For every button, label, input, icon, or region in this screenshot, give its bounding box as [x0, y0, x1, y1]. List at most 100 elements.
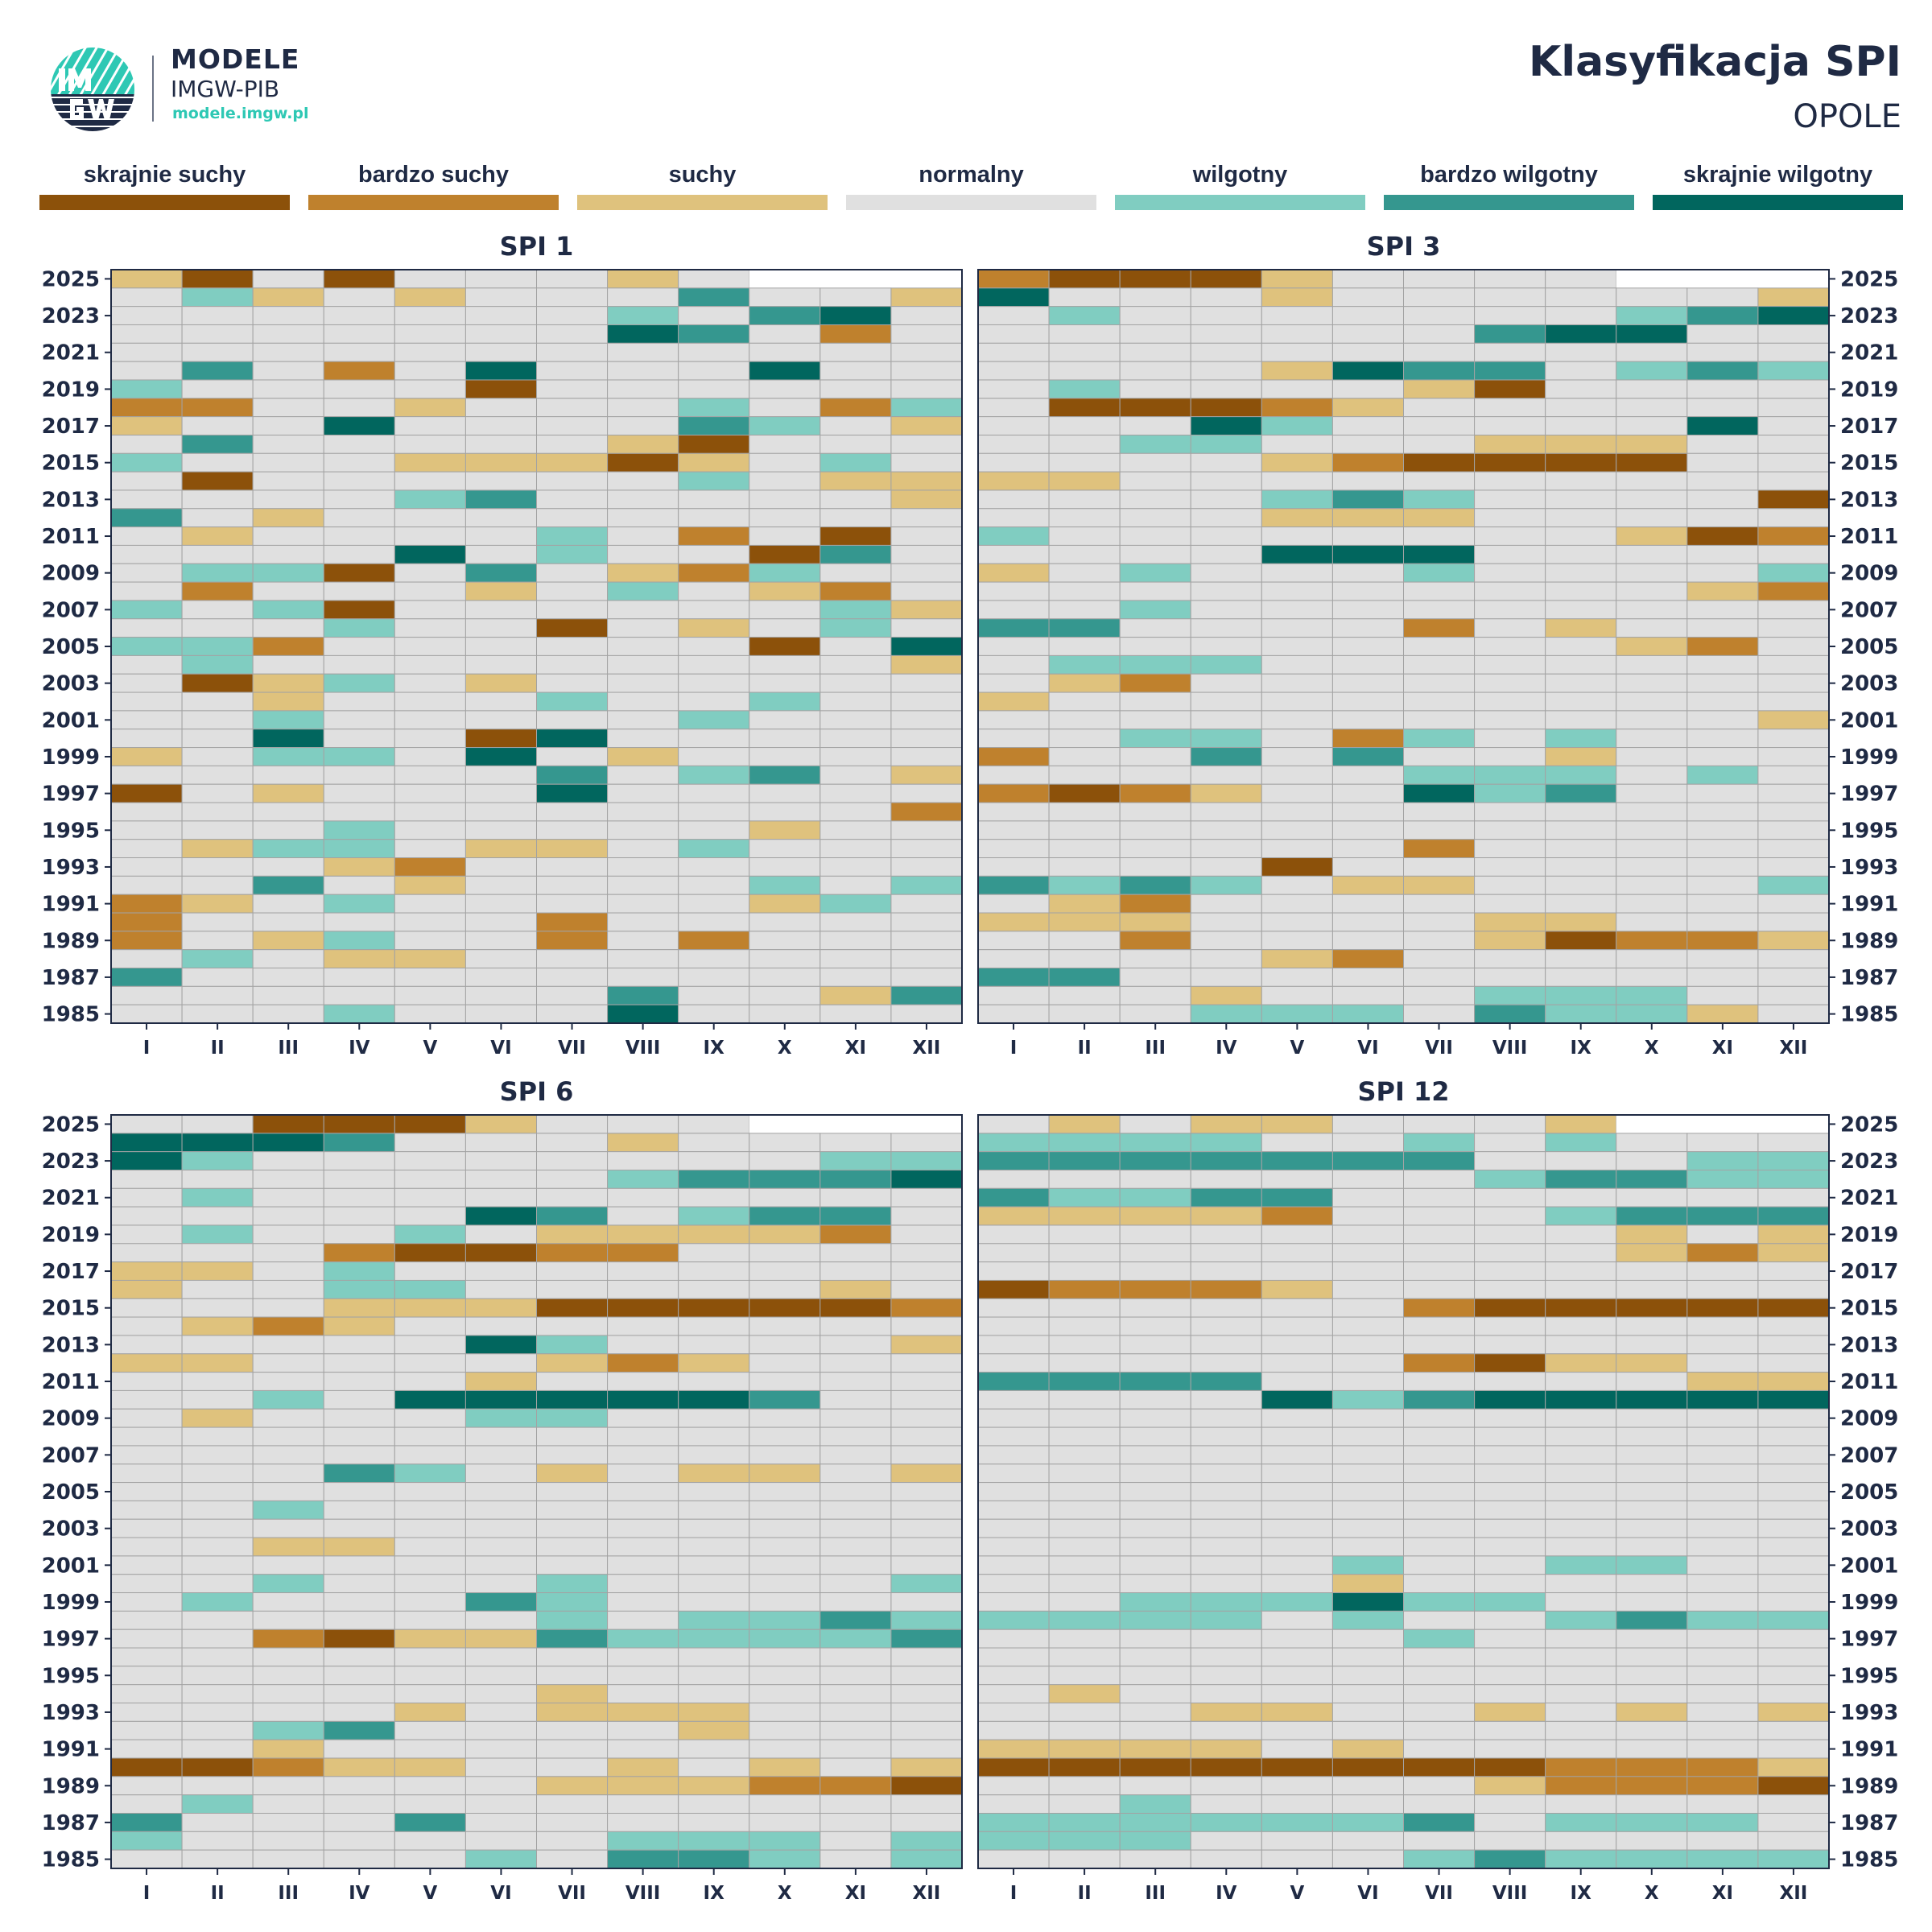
year-label: 1995 — [42, 819, 100, 843]
heatmap-cell — [252, 1720, 324, 1740]
heatmap-cell — [1403, 1133, 1476, 1153]
heatmap-cell — [1048, 820, 1121, 840]
heatmap-cell — [464, 857, 538, 877]
heatmap-cell — [1616, 1518, 1688, 1538]
heatmap-cell — [977, 1500, 1050, 1520]
heatmap-cell — [1331, 710, 1404, 730]
heatmap-cell — [464, 1224, 538, 1245]
heatmap-cell — [323, 1592, 395, 1612]
heatmap-cell — [890, 1518, 963, 1538]
heatmap-cell — [1048, 1703, 1121, 1722]
heatmap-cell — [607, 398, 679, 418]
heatmap-cell — [1261, 1389, 1333, 1410]
heatmap-cell — [1616, 1574, 1688, 1594]
heatmap-cell — [323, 618, 395, 638]
heatmap-cell — [1545, 526, 1617, 546]
heatmap-cell — [1757, 434, 1830, 454]
heatmap-cell — [1190, 1353, 1262, 1373]
heatmap-cell — [323, 985, 395, 1005]
heatmap-cell — [819, 287, 892, 308]
heatmap-cell — [977, 306, 1050, 325]
heatmap-cell — [394, 1004, 466, 1024]
heatmap-cell — [607, 1592, 679, 1612]
heatmap-cell — [1190, 1372, 1262, 1391]
heatmap-cell — [1261, 1206, 1333, 1226]
heatmap-cell — [977, 600, 1050, 620]
heatmap-cell — [110, 968, 183, 987]
heatmap-cell — [607, 912, 679, 932]
heatmap-cell — [394, 783, 466, 803]
year-label: 2017 — [42, 1260, 100, 1284]
heatmap-cell — [1474, 600, 1546, 620]
heatmap-cell — [1190, 324, 1262, 344]
heatmap-cell — [749, 894, 821, 914]
heatmap-cell — [1261, 1426, 1333, 1447]
heatmap-cell — [464, 1794, 538, 1814]
heatmap-cell — [536, 526, 609, 546]
heatmap-cell — [749, 912, 821, 932]
heatmap-cell — [181, 416, 254, 436]
heatmap-cell — [1119, 968, 1191, 987]
heatmap-cell — [394, 1206, 466, 1226]
heatmap-cell — [1331, 324, 1404, 344]
heatmap-cell — [1686, 747, 1759, 766]
heatmap-cell — [1331, 637, 1404, 656]
heatmap-cell — [1616, 306, 1688, 325]
heatmap-cell — [890, 544, 963, 564]
heatmap-cell — [1757, 563, 1830, 583]
heatmap-cell — [749, 1463, 821, 1484]
heatmap-cell — [678, 747, 750, 766]
heatmap-cell — [1616, 1684, 1688, 1704]
heatmap-cell — [977, 434, 1050, 454]
heatmap-cell — [181, 563, 254, 583]
heatmap-cell — [678, 1224, 750, 1245]
heatmap-cell — [536, 1666, 609, 1686]
heatmap-cell — [1119, 710, 1191, 730]
heatmap-cell — [1616, 783, 1688, 803]
heatmap-cell — [1474, 1298, 1546, 1318]
heatmap-cell — [464, 489, 538, 510]
heatmap-cell — [1331, 563, 1404, 583]
heatmap-cell — [1119, 1684, 1191, 1704]
heatmap-cell — [819, 729, 892, 749]
year-label: 1985 — [1840, 1003, 1898, 1027]
month-label: VI — [490, 1883, 511, 1904]
heatmap-cell — [607, 1794, 679, 1814]
heatmap-cell — [1616, 544, 1688, 564]
heatmap-cell — [607, 1133, 679, 1153]
heatmap-cell — [110, 1703, 183, 1722]
heatmap-cell — [1403, 765, 1476, 785]
heatmap-cell — [1331, 1720, 1404, 1740]
heatmap-cell — [749, 1169, 821, 1189]
heatmap-cell — [819, 471, 892, 491]
heatmap-cell — [607, 729, 679, 749]
heatmap-cell — [1545, 1316, 1617, 1336]
heatmap-cell — [1686, 765, 1759, 785]
heatmap-cell — [536, 710, 609, 730]
heatmap-cell — [1403, 600, 1476, 620]
heatmap-cell — [1261, 1372, 1333, 1391]
heatmap-cell — [110, 1776, 183, 1796]
heatmap-cell — [977, 654, 1050, 675]
month-label: II — [211, 1883, 225, 1904]
heatmap-cell — [181, 1114, 254, 1134]
month-label: X — [1645, 1038, 1659, 1059]
heatmap-cell — [1331, 1206, 1404, 1226]
heatmap-cell — [1474, 306, 1546, 325]
heatmap-cell — [678, 673, 750, 693]
heatmap-cell — [1686, 508, 1759, 528]
heatmap-cell — [749, 544, 821, 564]
heatmap-cell — [1331, 1647, 1404, 1667]
heatmap-cell — [1119, 618, 1191, 638]
heatmap-cell — [607, 1408, 679, 1428]
heatmap-cell — [1757, 306, 1830, 325]
heatmap-cell — [1403, 1169, 1476, 1189]
heatmap-cell — [1686, 342, 1759, 362]
heatmap-cell — [749, 563, 821, 583]
heatmap-cell — [181, 508, 254, 528]
heatmap-cell — [1261, 306, 1333, 325]
heatmap-cell — [394, 1408, 466, 1428]
heatmap-cell — [181, 471, 254, 491]
heatmap-cell — [1403, 379, 1476, 399]
